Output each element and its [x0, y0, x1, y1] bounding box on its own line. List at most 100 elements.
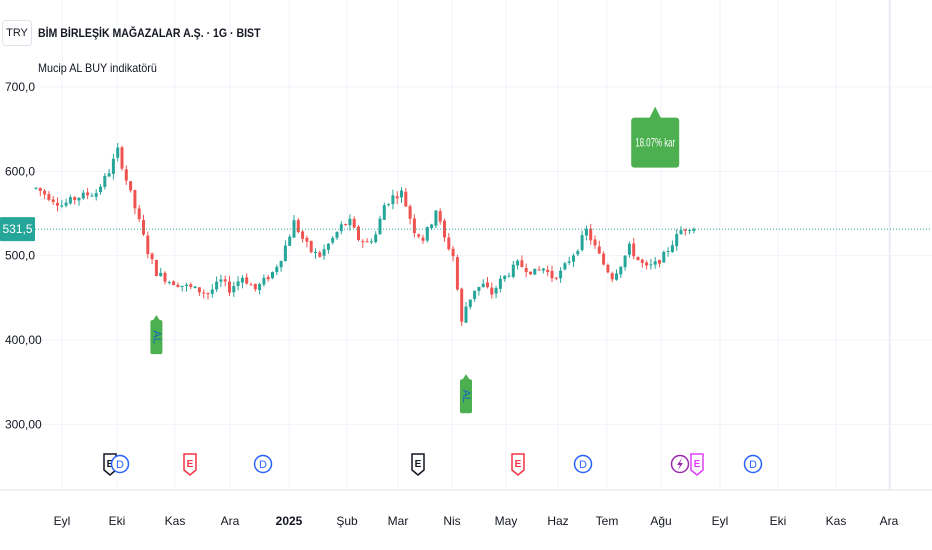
candle-body [129, 181, 133, 191]
y-tick-label: 500,0 [5, 249, 35, 263]
earnings-icon [183, 453, 197, 476]
earnings-icon [511, 453, 525, 476]
candles [34, 143, 696, 326]
candle-body [90, 195, 94, 197]
candle-body [649, 264, 653, 266]
candle-body [81, 192, 85, 199]
candle-body [615, 273, 618, 280]
dividend-icon [573, 454, 593, 474]
candle-body [645, 262, 649, 266]
candle-body [352, 218, 356, 228]
candle-body [262, 277, 266, 285]
candle-body [473, 290, 477, 299]
candle-body [73, 197, 77, 201]
candle-body [150, 253, 154, 260]
annotation-label: 18.07% kar [635, 136, 675, 150]
candle-body [219, 279, 223, 282]
candle-body [546, 269, 550, 273]
candle-body [163, 272, 167, 282]
candle-body [271, 272, 274, 279]
candle-body [361, 241, 365, 243]
dividend-label: D [116, 459, 124, 471]
x-tick-label: Ara [221, 514, 240, 528]
candle-body [490, 287, 494, 295]
candle-body [245, 277, 249, 284]
candle-body [606, 264, 610, 273]
candle-body [658, 260, 661, 264]
candle-body [116, 147, 120, 158]
chart-grid [0, 0, 932, 491]
signal-label: AL [150, 330, 162, 343]
candle-body [133, 190, 137, 209]
candle-body [296, 220, 300, 233]
candle-body [185, 284, 188, 286]
earnings-label: E [107, 459, 114, 470]
x-tick-label: Ağu [650, 514, 671, 528]
candle-body [94, 193, 98, 197]
candle-body [636, 256, 640, 261]
candle-body [619, 266, 623, 275]
candle-body [215, 281, 219, 290]
candle-body [395, 196, 399, 199]
candle-body [378, 218, 382, 235]
x-tick-label: Eyl [54, 514, 71, 528]
candle-body [653, 261, 657, 265]
dividend-label: D [579, 459, 587, 471]
candle-body [589, 228, 593, 241]
candle-body [249, 284, 253, 286]
x-tick-label: May [495, 514, 518, 528]
x-axis: Eyl Eki Kas Ara 2025 Şub Mar Nis May Haz Tem Ağu Eyl… [54, 514, 899, 528]
candle-body [438, 211, 442, 222]
dividend-icon [743, 454, 763, 474]
candle-body [176, 284, 180, 287]
candle-body [593, 239, 597, 246]
candle-body [541, 268, 545, 271]
candle-body [223, 279, 227, 282]
candle-body [683, 229, 687, 231]
candle-body [675, 234, 679, 247]
candle-body [60, 205, 64, 207]
indicator-label[interactable]: Mucip AL BUY indikatörü [38, 61, 157, 75]
candle-body [258, 284, 262, 291]
x-tick-label: Şub [336, 514, 358, 528]
currency-button[interactable]: TRY [2, 20, 32, 46]
candle-body [632, 243, 636, 257]
candle-body [206, 293, 210, 295]
candle-body [486, 282, 489, 288]
candle-body [412, 218, 416, 234]
candle-body [232, 286, 236, 293]
candle-body [236, 281, 240, 287]
candle-body [331, 237, 335, 243]
candle-body [142, 220, 145, 235]
candle-body [662, 252, 666, 263]
signal-tag [460, 379, 472, 414]
candle-body [520, 260, 524, 268]
candle-body [357, 226, 360, 240]
candle-body [451, 248, 455, 257]
candle-body [107, 173, 111, 177]
candle-body [443, 220, 446, 238]
lightning-icon [677, 458, 683, 470]
candle-body [335, 231, 339, 238]
candle-body [498, 278, 502, 289]
candle-body [193, 286, 197, 289]
y-tick-label: 600,0 [5, 164, 35, 178]
candle-body [305, 237, 309, 242]
candle-body [529, 271, 532, 275]
candle-body [197, 287, 201, 293]
earnings-label: E [694, 459, 701, 470]
candle-body [374, 234, 378, 243]
candle-body [610, 273, 614, 280]
candle-body [322, 249, 326, 256]
candle-body [400, 190, 403, 198]
candle-body [464, 306, 468, 323]
x-tick-label: Eyl [712, 514, 729, 528]
candle-body [279, 260, 283, 268]
candle-body [447, 237, 451, 250]
candle-body [425, 227, 429, 241]
earnings-label: E [187, 459, 194, 470]
candle-body [154, 260, 158, 277]
symbol-title: BİM BİRLEŞİK MAĞAZALAR A.Ş. · 1G · BIST [38, 26, 261, 40]
